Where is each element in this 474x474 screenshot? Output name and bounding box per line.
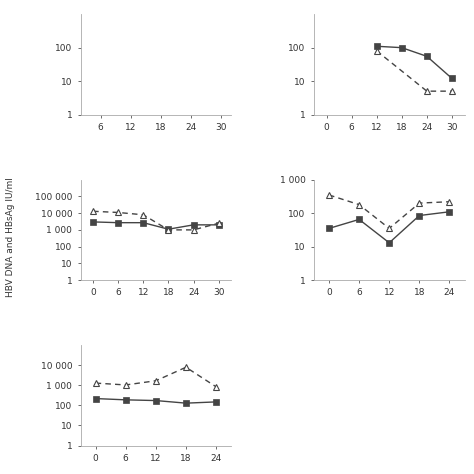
Text: HBV DNA and HBsAg IU/ml: HBV DNA and HBsAg IU/ml: [6, 177, 15, 297]
